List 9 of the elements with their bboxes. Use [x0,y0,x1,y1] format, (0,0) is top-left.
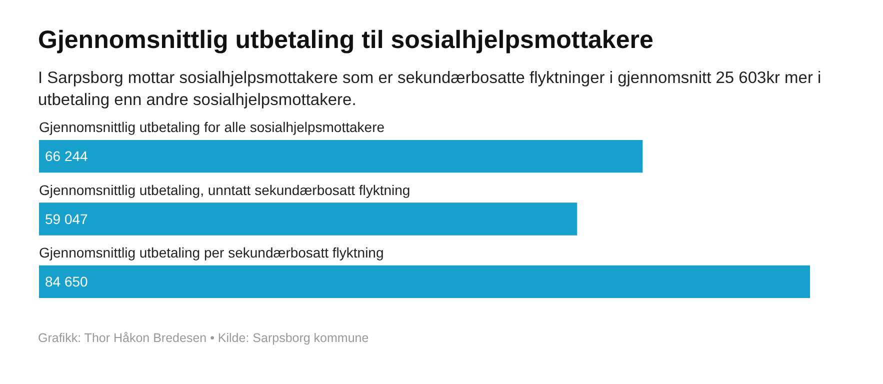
text: Grafikk: Thor Håkon Bredesen • Kilde: Sarpsborg kommune [38,331,370,345]
data-label: 66 244 [45,148,88,164]
chart-subtitle: I Sarpsborg mottar sosialhjelpsmottakere som er sekundærbosatte flyktninger i gjennomsnitt 25 603kr mer i utbetaling enn andre sosialhjelpsmottakere. [38,68,822,111]
y-tick-label: Gjennomsnittlig utbetaling for alle sosialhjelpsmottakere [39,119,385,136]
data-label: 59 047 [45,210,88,227]
data-label: 84 650 [45,274,88,290]
y-tick-label: Gjennomsnittlig utbetaling, unntatt sekundærbosatt flyktning [39,182,410,198]
y-tick-label: Gjennomsnittlig utbetaling per sekundærbosatt flyktning [39,244,384,261]
chart-title: Gjennomsnittlig utbetaling til sosialhjelpsmottakere [38,26,654,55]
